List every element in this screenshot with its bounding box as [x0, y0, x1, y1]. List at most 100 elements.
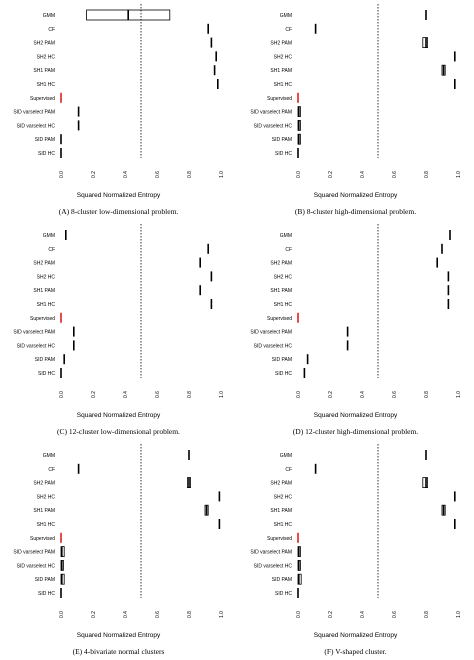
- category-label: SH2 PAM: [33, 41, 55, 47]
- x-axis-label: Squared Normalized Entropy: [76, 412, 161, 419]
- x-tick-label: 1.0: [219, 171, 225, 178]
- category-label: CF: [285, 467, 292, 473]
- category-label: SID varselect PAM: [13, 110, 55, 116]
- boxplot-d: GMM CF SH2 PAM SH2 HC SH1 PAM SH1 HC Supervise…: [250, 224, 462, 398]
- x-axis-label: Squared Normalized Entropy: [76, 192, 161, 199]
- x-tick-label: 0.8: [424, 171, 430, 178]
- category-label: SID varselect HC: [254, 563, 293, 569]
- category-label: SH2 HC: [274, 494, 293, 500]
- x-tick-label: 0.2: [328, 611, 334, 618]
- category-label: SH1 HC: [37, 522, 56, 528]
- boxplot-c: GMM CF SH2 PAM SH2 HC SH1 PAM SH1 HC Supervise…: [13, 224, 225, 398]
- x-tick-label: 0.4: [360, 391, 366, 398]
- boxplot-f: GMM CF SH2 PAM SH2 HC SH1 PAM SH1 HC Supervise…: [250, 444, 462, 618]
- boxplot-a: GMM CF SH2 PAM SH2 HC SH1 PAM SH1 HC Supervise…: [13, 4, 225, 178]
- x-tick-label: 0.0: [59, 171, 65, 178]
- category-label: SH2 PAM: [270, 41, 292, 47]
- category-label: Supervised: [30, 96, 55, 102]
- x-tick-label: 0.0: [59, 611, 65, 618]
- category-label: SID PAM: [272, 577, 292, 583]
- category-label: SID varselect HC: [17, 343, 56, 349]
- x-tick-label: 1.0: [219, 391, 225, 398]
- x-tick-label: 0.4: [123, 611, 129, 618]
- caption-f: (F) V-shaped cluster.: [324, 647, 387, 656]
- x-tick-label: 1.0: [456, 171, 462, 178]
- category-label: SH2 HC: [37, 494, 56, 500]
- category-label: CF: [285, 27, 292, 33]
- category-label: SID varselect PAM: [250, 110, 292, 116]
- category-label: GMM: [280, 453, 292, 459]
- category-label: SH1 PAM: [270, 508, 292, 514]
- x-tick-label: 0.0: [296, 611, 302, 618]
- category-label: SID varselect PAM: [250, 550, 292, 556]
- x-tick-label: 0.8: [187, 391, 193, 398]
- x-tick-label: 0.6: [155, 391, 161, 398]
- category-label: SID varselect HC: [17, 563, 56, 569]
- category-label: Supervised: [30, 536, 55, 542]
- category-label: SH1 PAM: [270, 68, 292, 74]
- category-label: SH2 PAM: [270, 261, 292, 267]
- panel-e: GMM CF SH2 PAM SH2 HC SH1 PAM SH1 HC Supervise…: [0, 440, 237, 660]
- category-label: GMM: [43, 13, 55, 19]
- category-label: SID PAM: [35, 137, 55, 143]
- x-tick-label: 1.0: [456, 611, 462, 618]
- category-label: SID HC: [38, 591, 55, 597]
- boxplot-b: GMM CF SH2 PAM SH2 HC SH1 PAM SH1 HC Supervise…: [250, 4, 462, 178]
- category-label: SH1 HC: [37, 82, 56, 88]
- category-label: SID PAM: [272, 357, 292, 363]
- category-label: SID HC: [275, 591, 292, 597]
- caption-c: (C) 12-cluster low-dimensional problem.: [57, 427, 180, 436]
- x-tick-label: 0.8: [187, 611, 193, 618]
- x-tick-label: 0.0: [59, 391, 65, 398]
- category-label: SID varselect HC: [254, 123, 293, 129]
- category-label: SID PAM: [35, 357, 55, 363]
- category-label: SH2 HC: [37, 54, 56, 60]
- x-tick-label: 0.4: [360, 611, 366, 618]
- category-label: SID varselect HC: [17, 123, 56, 129]
- category-label: SH2 PAM: [33, 261, 55, 267]
- category-label: SH1 PAM: [33, 68, 55, 74]
- category-label: SH1 HC: [274, 522, 293, 528]
- x-tick-label: 0.8: [187, 171, 193, 178]
- category-label: SH1 HC: [37, 302, 56, 308]
- category-label: GMM: [43, 233, 55, 239]
- category-label: SH2 PAM: [270, 481, 292, 487]
- category-label: GMM: [280, 13, 292, 19]
- category-label: SH2 HC: [274, 54, 293, 60]
- x-tick-label: 1.0: [219, 611, 225, 618]
- category-label: SID HC: [275, 371, 292, 377]
- x-tick-label: 0.8: [424, 391, 430, 398]
- x-tick-label: 0.2: [328, 171, 334, 178]
- x-tick-label: 0.2: [91, 171, 97, 178]
- x-tick-label: 0.6: [392, 171, 398, 178]
- category-label: SH2 HC: [274, 274, 293, 280]
- panel-b: GMM CF SH2 PAM SH2 HC SH1 PAM SH1 HC Supervise…: [237, 0, 474, 220]
- category-label: CF: [48, 27, 55, 33]
- x-tick-label: 0.6: [392, 611, 398, 618]
- category-label: SID varselect PAM: [13, 550, 55, 556]
- caption-d: (D) 12-cluster high-dimensional problem.: [292, 427, 419, 436]
- x-tick-label: 0.6: [392, 391, 398, 398]
- category-label: CF: [285, 247, 292, 253]
- category-label: SH1 HC: [274, 302, 293, 308]
- x-tick-label: 0.2: [328, 391, 334, 398]
- x-tick-label: 0.4: [360, 171, 366, 178]
- category-label: SH1 PAM: [33, 288, 55, 294]
- x-tick-label: 0.0: [296, 171, 302, 178]
- x-tick-label: 0.4: [123, 391, 129, 398]
- category-label: GMM: [280, 233, 292, 239]
- category-label: Supervised: [267, 536, 292, 542]
- panel-d: GMM CF SH2 PAM SH2 HC SH1 PAM SH1 HC Supervise…: [237, 220, 474, 440]
- category-label: SID varselect PAM: [13, 330, 55, 336]
- category-label: CF: [48, 247, 55, 253]
- category-label: SH1 PAM: [33, 508, 55, 514]
- caption-b: (B) 8-cluster high-dimensional problem.: [294, 207, 417, 216]
- category-label: SID varselect PAM: [250, 330, 292, 336]
- x-axis-label: Squared Normalized Entropy: [313, 632, 398, 639]
- x-tick-label: 0.4: [123, 171, 129, 178]
- x-tick-label: 0.0: [296, 391, 302, 398]
- x-tick-label: 0.8: [424, 611, 430, 618]
- x-axis-label: Squared Normalized Entropy: [313, 192, 398, 199]
- category-label: SH1 PAM: [270, 288, 292, 294]
- category-label: SH2 PAM: [33, 481, 55, 487]
